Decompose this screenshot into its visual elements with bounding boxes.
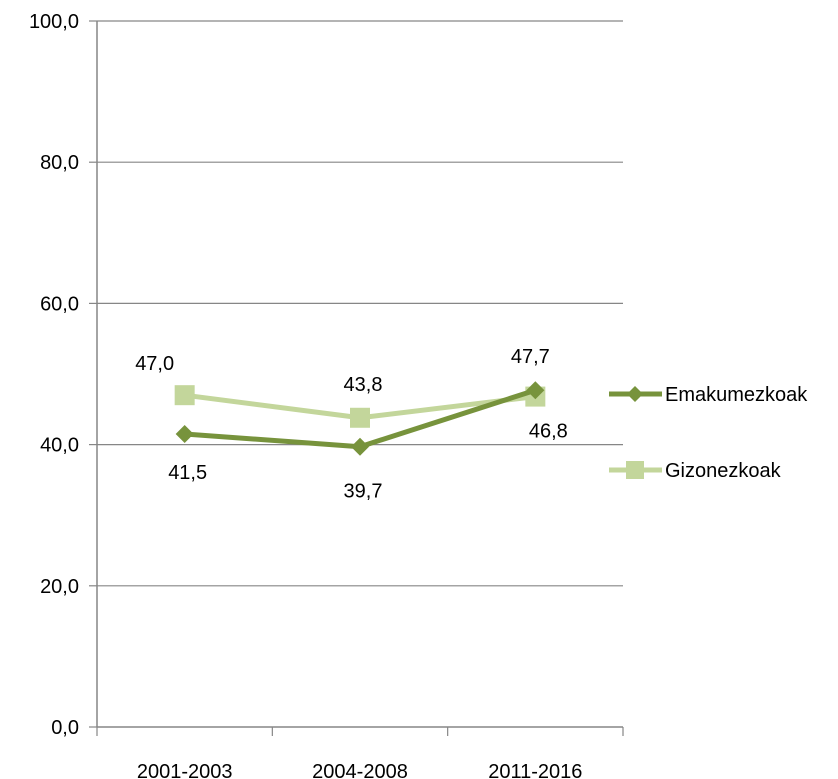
legend-label: Emakumezkoak bbox=[665, 384, 808, 406]
data-point bbox=[174, 385, 195, 406]
data-labels: 47,0 43,8 46,8 41,5 39,7 47,7 bbox=[135, 346, 568, 502]
x-tick-label: 2011-2016 bbox=[488, 761, 582, 779]
y-tick-labels: 0,0 20,0 40,0 60,0 80,0 100,0 bbox=[29, 11, 79, 739]
data-point bbox=[175, 425, 194, 444]
legend-label: Gizonezkoak bbox=[665, 460, 782, 482]
legend-marker bbox=[627, 386, 643, 402]
series bbox=[174, 381, 546, 456]
data-label: 39,7 bbox=[344, 481, 383, 503]
gridlines bbox=[89, 20, 624, 736]
legend-marker bbox=[626, 461, 644, 479]
data-point bbox=[350, 407, 370, 428]
y-tick-label: 80,0 bbox=[40, 152, 79, 174]
x-tick-label: 2004-2008 bbox=[312, 761, 408, 779]
y-tick-label: 20,0 bbox=[40, 576, 79, 598]
data-label: 47,0 bbox=[135, 353, 174, 375]
y-tick-label: 0,0 bbox=[51, 717, 79, 739]
data-point bbox=[351, 437, 369, 456]
data-label: 41,5 bbox=[168, 462, 207, 484]
y-tick-label: 100,0 bbox=[29, 11, 79, 33]
x-tick-labels: 2001-2003 2004-2008 2011-2016 bbox=[137, 761, 583, 779]
legend: Emakumezkoak Gizonezkoak bbox=[609, 384, 808, 482]
axes bbox=[96, 21, 623, 728]
x-tick-label: 2001-2003 bbox=[137, 761, 233, 779]
y-tick-label: 60,0 bbox=[40, 293, 79, 315]
data-point bbox=[526, 381, 545, 400]
data-label: 43,8 bbox=[344, 374, 383, 396]
data-label: 47,7 bbox=[511, 346, 550, 368]
data-label: 46,8 bbox=[529, 421, 568, 443]
y-tick-label: 40,0 bbox=[40, 435, 79, 457]
